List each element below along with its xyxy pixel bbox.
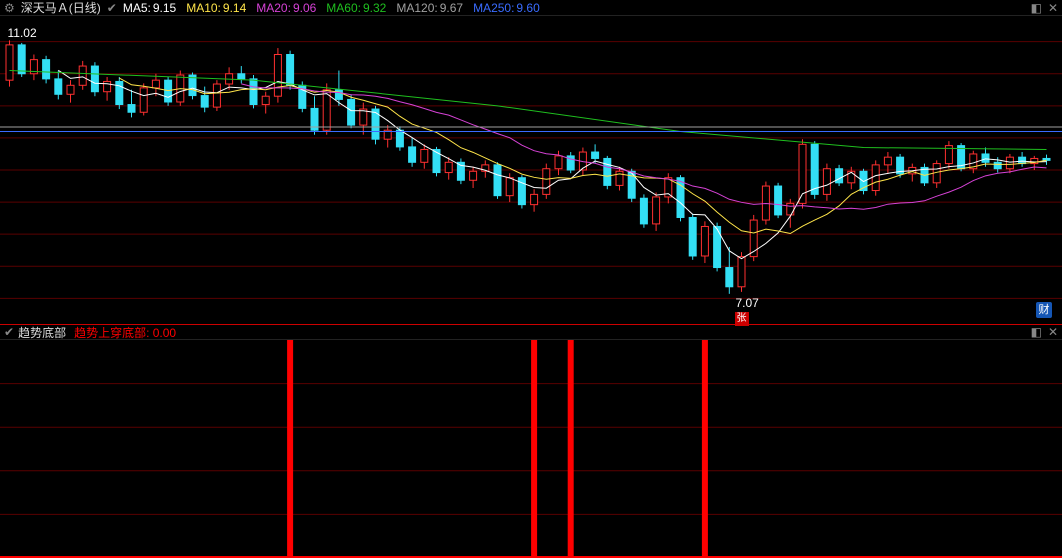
- chart-menu-icon[interactable]: ◧: [1031, 1, 1042, 15]
- indicator-chart-svg: [0, 340, 1062, 558]
- indicator-settings-icon[interactable]: ✔: [4, 325, 14, 339]
- indicator-series-label: 趋势上穿底部: 0.00: [74, 324, 176, 341]
- ma-legend: MA5:9.15 MA10:9.14 MA20:9.06 MA60:9.32 MA120…: [123, 1, 550, 15]
- chart-settings-icon[interactable]: ⚙: [4, 1, 15, 15]
- price-high-label: 11.02: [8, 26, 37, 40]
- ma-legend-item: MA120:9.67: [396, 1, 463, 15]
- chart-title: 深天马Ａ(日线): [21, 0, 101, 16]
- ma-legend-item: MA250:9.60: [473, 1, 540, 15]
- indicator-chart[interactable]: [0, 340, 1062, 558]
- cai-badge[interactable]: 财: [1036, 302, 1052, 318]
- indicator-close-icon[interactable]: ✕: [1048, 325, 1058, 339]
- ma-legend-item: MA5:9.15: [123, 1, 176, 15]
- price-chart[interactable]: 11.02 7.07 张 财: [0, 16, 1062, 324]
- chart-close-icon[interactable]: ✕: [1048, 1, 1058, 15]
- chart-header: ⚙ 深天马Ａ(日线) ✔ MA5:9.15MA10:9.14MA20:9.06M…: [0, 0, 1062, 16]
- price-chart-svg: [0, 16, 1062, 324]
- indicator-menu-icon[interactable]: ◧: [1031, 325, 1042, 339]
- ma-legend-item: MA60:9.32: [326, 1, 386, 15]
- ma-legend-item: MA20:9.06: [256, 1, 316, 15]
- indicator-header: ✔ 趋势底部 趋势上穿底部: 0.00 ◧ ✕: [0, 324, 1062, 340]
- price-low-label: 7.07: [736, 296, 759, 310]
- chart-options-icon[interactable]: ✔: [107, 1, 117, 15]
- indicator-name: 趋势底部: [18, 324, 66, 341]
- ma-legend-item: MA10:9.14: [186, 1, 246, 15]
